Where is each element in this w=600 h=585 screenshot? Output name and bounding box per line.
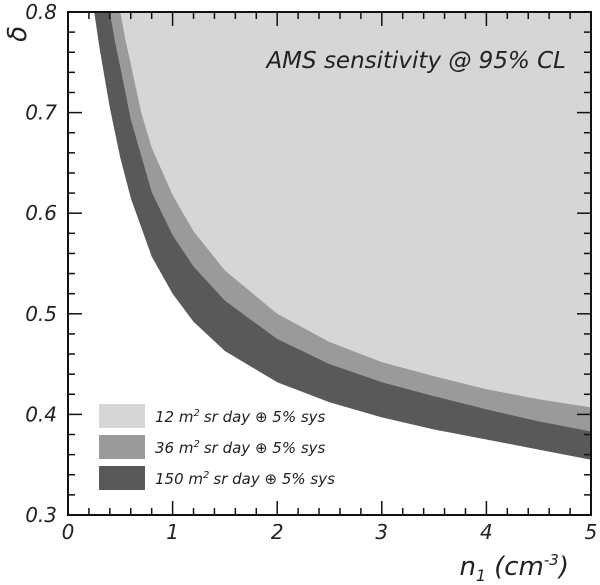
y-tick-label: 0.3 bbox=[25, 503, 57, 527]
x-axis-label: n1 (cm-3) bbox=[459, 551, 569, 585]
y-tick-label: 0.5 bbox=[25, 302, 57, 326]
y-tick-label: 0.8 bbox=[25, 0, 57, 24]
x-tick-label: 5 bbox=[585, 520, 598, 544]
legend: 12 m2 sr day ⊕ 5% sys 36 m2 sr day ⊕ 5% sys… bbox=[99, 404, 335, 490]
legend-entry: 150 m2 sr day ⊕ 5% sys bbox=[155, 470, 335, 488]
x-tick-label: 1 bbox=[166, 520, 179, 544]
x-axis-label-var: n bbox=[459, 552, 475, 582]
x-axis-label-unit-sup: -3 bbox=[544, 551, 559, 569]
sensitivity-bands bbox=[94, 12, 592, 460]
legend-swatch bbox=[99, 466, 145, 490]
x-tick-label: 3 bbox=[375, 520, 388, 544]
legend-swatch bbox=[99, 404, 145, 428]
y-tick-label: 0.4 bbox=[25, 402, 57, 426]
x-tick-label: 4 bbox=[480, 520, 493, 544]
x-tick-label: 2 bbox=[271, 520, 284, 544]
y-axis-label: δ bbox=[3, 26, 33, 42]
x-tick-label: 0 bbox=[62, 520, 75, 544]
band-series-2 bbox=[120, 12, 592, 408]
chart-title: AMS sensitivity @ 95% CL bbox=[264, 48, 566, 74]
plot-frame bbox=[67, 11, 592, 516]
x-axis-label-sub: 1 bbox=[476, 566, 486, 585]
legend-entry: 36 m2 sr day ⊕ 5% sys bbox=[155, 439, 326, 457]
legend-entry: 12 m2 sr day ⊕ 5% sys bbox=[155, 408, 326, 426]
legend-swatch bbox=[99, 435, 145, 459]
x-axis-label-unit-close: ) bbox=[557, 552, 569, 582]
y-tick-label: 0.7 bbox=[25, 101, 57, 125]
y-tick-label: 0.6 bbox=[25, 201, 57, 225]
x-axis-label-unit: (cm bbox=[494, 552, 544, 582]
